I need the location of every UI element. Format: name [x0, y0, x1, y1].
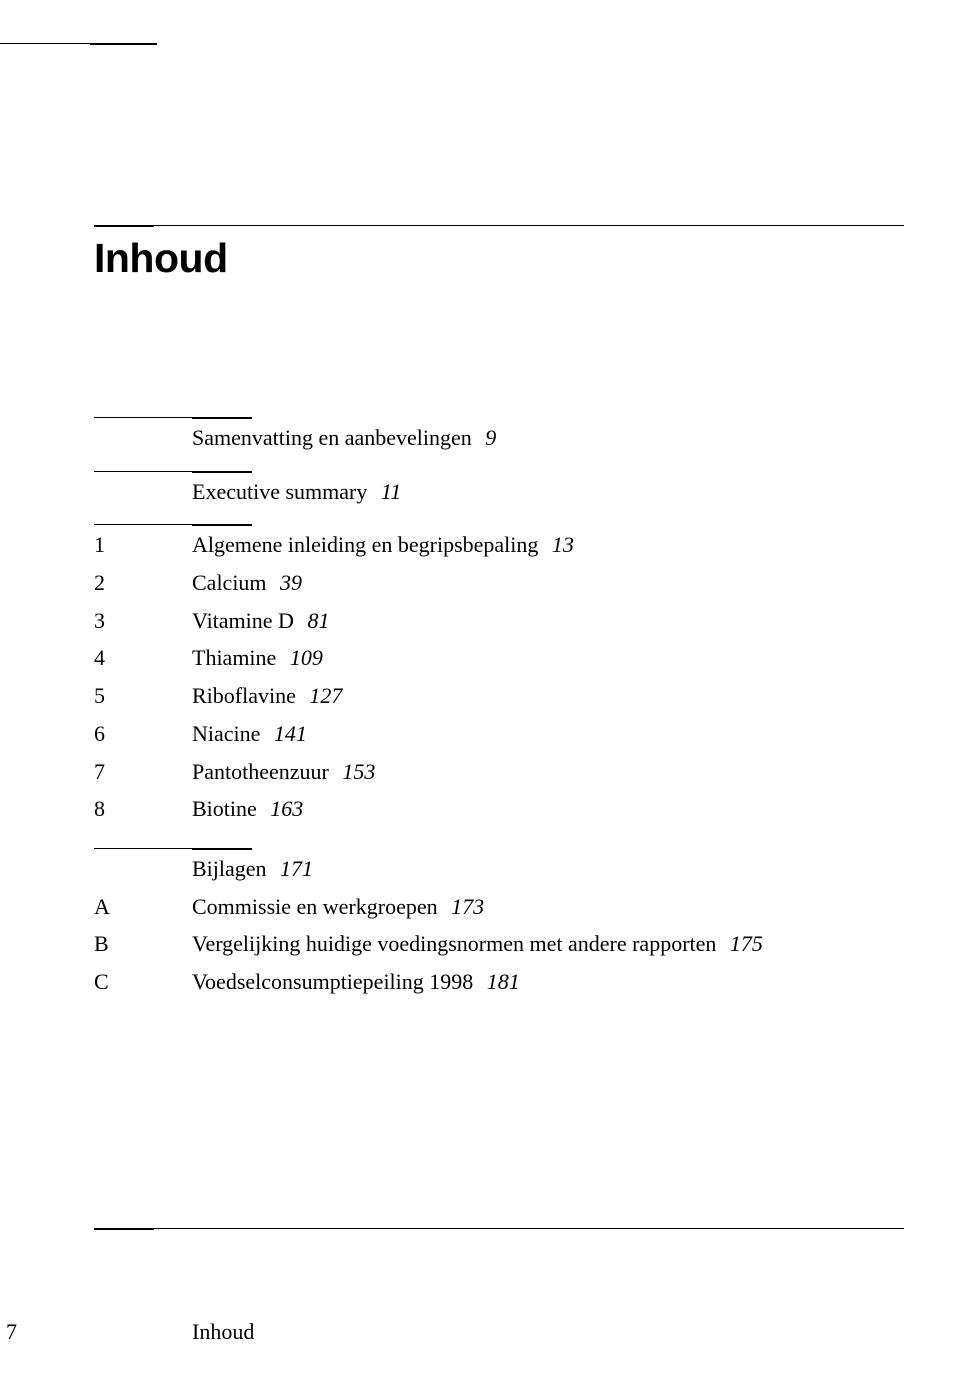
entry-page: 13	[552, 532, 574, 557]
entry-label: Calcium 39	[192, 568, 904, 598]
toc-section: Samenvatting en aanbevelingen 9	[94, 417, 904, 453]
toc-entry: 6 Niacine 141	[94, 719, 904, 749]
rule-segment	[94, 848, 192, 850]
footer-section-label: Inhoud	[192, 1319, 254, 1345]
rule-segment-thick	[90, 43, 157, 45]
toc-section: Executive summary 11	[94, 471, 904, 507]
rule-segment	[94, 417, 192, 419]
entry-label: Voedselconsumptiepeiling 1998 181	[192, 967, 904, 997]
entry-number	[94, 423, 192, 453]
entry-page: 11	[381, 479, 401, 504]
entry-number: 7	[94, 757, 192, 787]
toc-entry: 3 Vitamine D 81	[94, 606, 904, 636]
entry-label: Pantotheenzuur 153	[192, 757, 904, 787]
section-rule	[94, 417, 904, 419]
entry-page: 127	[309, 683, 342, 708]
page-title: Inhoud	[94, 235, 228, 282]
rule-segment-thick	[192, 417, 252, 419]
rule-segment-thick	[192, 848, 252, 850]
footer-page-number: 7	[0, 1319, 192, 1345]
entry-label: Riboflavine 127	[192, 681, 904, 711]
entry-number	[94, 477, 192, 507]
entry-page: 109	[290, 645, 323, 670]
entry-page: 9	[485, 425, 496, 450]
toc-entry: 1 Algemene inleiding en begripsbepaling …	[94, 530, 904, 560]
toc-entry: Bijlagen 171	[94, 854, 904, 884]
entry-label: Bijlagen 171	[192, 854, 904, 884]
entry-label: Executive summary 11	[192, 477, 904, 507]
entry-number: 4	[94, 643, 192, 673]
entry-page: 171	[280, 856, 313, 881]
rule-segment-thick	[94, 225, 154, 227]
title-rule	[94, 225, 904, 227]
page-footer: 7 Inhoud	[0, 1319, 904, 1345]
entry-number: B	[94, 929, 192, 959]
toc-entry: C Voedselconsumptiepeiling 1998 181	[94, 967, 904, 997]
entry-number: 8	[94, 794, 192, 824]
rule-segment	[154, 225, 904, 227]
entry-page: 173	[451, 894, 484, 919]
entry-label: Vergelijking huidige voedingsnormen met …	[192, 929, 904, 959]
toc-entry: A Commissie en werkgroepen 173	[94, 892, 904, 922]
entry-number: C	[94, 967, 192, 997]
entry-label: Niacine 141	[192, 719, 904, 749]
section-rule	[94, 848, 904, 850]
toc-entry: 2 Calcium 39	[94, 568, 904, 598]
entry-number: 2	[94, 568, 192, 598]
entry-page: 81	[307, 608, 329, 633]
toc-entry: 8 Biotine 163	[94, 794, 904, 824]
toc-entry: 7 Pantotheenzuur 153	[94, 757, 904, 787]
entry-page: 163	[270, 796, 303, 821]
entry-label: Commissie en werkgroepen 173	[192, 892, 904, 922]
entry-number: 6	[94, 719, 192, 749]
toc-entry: Executive summary 11	[94, 477, 904, 507]
toc-entry: B Vergelijking huidige voedingsnormen me…	[94, 929, 904, 959]
table-of-contents: Samenvatting en aanbevelingen 9 Executiv…	[94, 417, 904, 1021]
toc-entry: 5 Riboflavine 127	[94, 681, 904, 711]
toc-section: Bijlagen 171 A Commissie en werkgroepen …	[94, 848, 904, 997]
entry-number	[94, 854, 192, 884]
entry-page: 39	[280, 570, 302, 595]
section-rule	[94, 471, 904, 473]
footer-rule	[94, 1228, 904, 1230]
section-rule	[94, 524, 904, 526]
rule-segment	[94, 471, 192, 473]
entry-number: A	[94, 892, 192, 922]
rule-segment-thick	[192, 471, 252, 473]
rule-segment	[154, 1228, 904, 1230]
toc-section: 1 Algemene inleiding en begripsbepaling …	[94, 524, 904, 824]
rule-segment-thick	[192, 524, 252, 526]
toc-entry: 4 Thiamine 109	[94, 643, 904, 673]
rule-segment	[94, 524, 192, 526]
rule-segment	[0, 43, 90, 45]
entry-number: 1	[94, 530, 192, 560]
entry-page: 175	[730, 931, 763, 956]
entry-label: Thiamine 109	[192, 643, 904, 673]
entry-page: 141	[274, 721, 307, 746]
entry-number: 5	[94, 681, 192, 711]
entry-label: Vitamine D 81	[192, 606, 904, 636]
entry-page: 181	[487, 969, 520, 994]
entry-number: 3	[94, 606, 192, 636]
toc-entry: Samenvatting en aanbevelingen 9	[94, 423, 904, 453]
entry-label: Algemene inleiding en begripsbepaling 13	[192, 530, 904, 560]
entry-page: 153	[342, 759, 375, 784]
entry-label: Samenvatting en aanbevelingen 9	[192, 423, 904, 453]
rule-segment-thick	[94, 1228, 154, 1230]
top-header-rule	[0, 43, 157, 45]
entry-label: Biotine 163	[192, 794, 904, 824]
